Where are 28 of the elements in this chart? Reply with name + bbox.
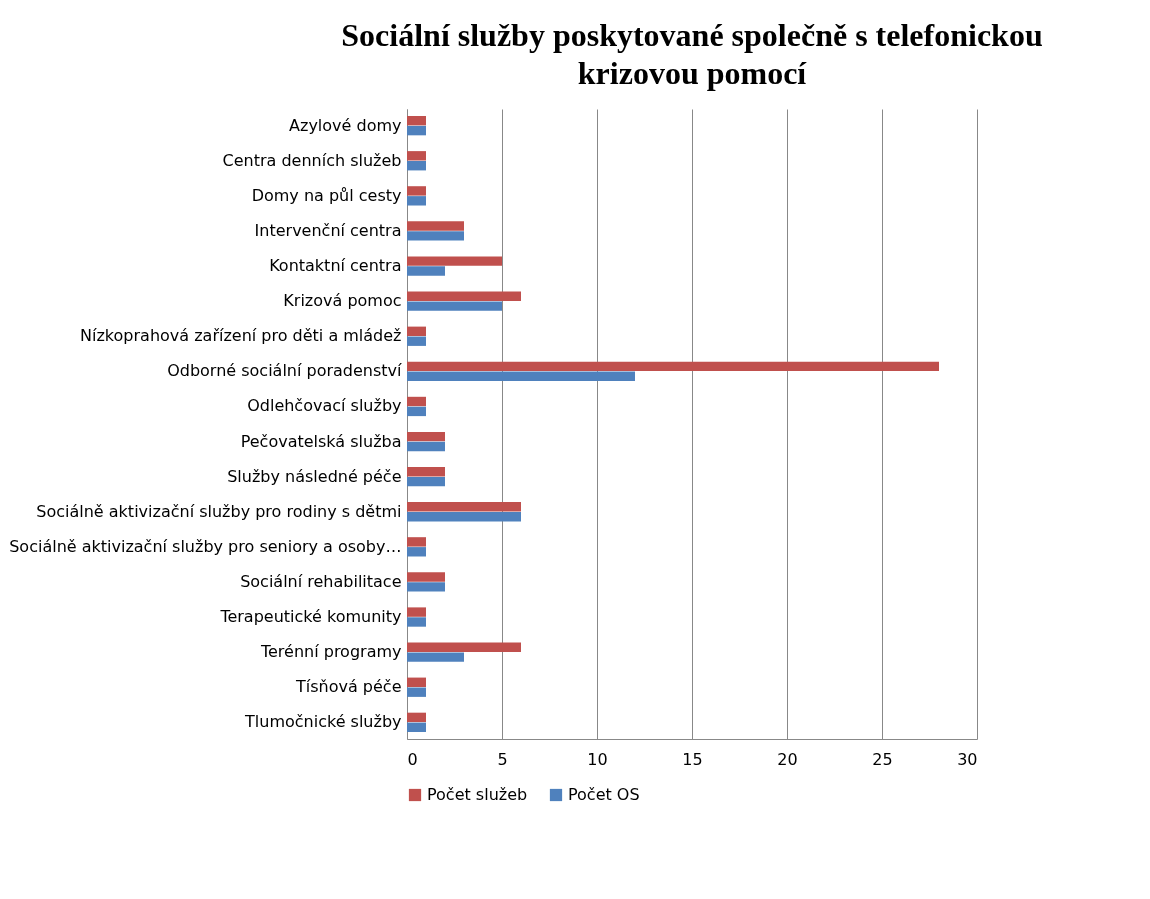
y-tick-label: Azylové domy [289, 115, 402, 135]
y-tick-label: Sociálně aktivizační služby pro seniory a osoby… [9, 536, 402, 556]
x-tick-label: 0 [407, 749, 418, 769]
legend-label: Počet OS [568, 785, 640, 804]
legend-label: Počet služeb [427, 785, 528, 804]
y-tick-label: Tlumočnické služby [244, 712, 402, 732]
y-tick-label: Pečovatelská služba [240, 431, 402, 451]
y-tick-label: Terapeutické komunity [219, 607, 402, 627]
y-tick-label: Nízkoprahová zařízení pro děti a mládež [80, 326, 402, 346]
y-tick-label: Centra denních služeb [222, 150, 402, 170]
y-tick-label: Intervenční centra [254, 220, 402, 240]
y-tick-label: Domy na půl cesty [251, 185, 402, 205]
x-tick-label: 25 [872, 749, 893, 769]
x-tick-label: 10 [587, 749, 608, 769]
x-tick-label: 20 [777, 749, 798, 769]
y-tick-label: Tísňová péče [295, 677, 402, 697]
y-tick-label: Terénní programy [259, 642, 402, 662]
x-tick-label: 5 [497, 749, 508, 769]
y-tick-label: Sociální rehabilitace [240, 571, 402, 591]
y-tick-label: Kontaktní centra [269, 256, 402, 276]
y-tick-label: Sociálně aktivizační služby pro rodiny s dětmi [36, 501, 402, 521]
y-tick-label: Odborné sociální poradenství [167, 361, 403, 381]
y-tick-label: Odlehčovací služby [247, 396, 402, 416]
y-tick-label: Služby následné péče [227, 466, 402, 486]
x-tick-label: 15 [682, 749, 703, 769]
x-tick-label: 30 [957, 749, 978, 769]
y-tick-label: Krizová pomoc [283, 291, 402, 311]
chart-title: Sociální služby poskytované společně s telefonickou krizovou pomocí [341, 17, 1043, 91]
